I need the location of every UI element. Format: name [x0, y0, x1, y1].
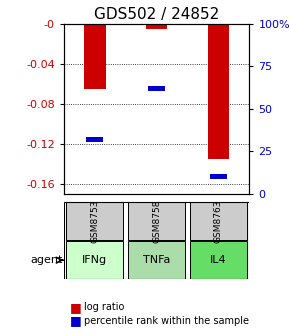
Text: GSM8763: GSM8763	[214, 199, 223, 243]
Bar	[66, 242, 123, 279]
Bar	[190, 242, 247, 279]
Bar	[66, 202, 123, 240]
Bar	[210, 174, 227, 179]
Text: GSM8753: GSM8753	[90, 199, 99, 243]
Text: IL4: IL4	[210, 255, 227, 265]
Text: IFNg: IFNg	[82, 255, 107, 265]
Text: agent: agent	[30, 255, 63, 265]
Bar	[190, 202, 247, 240]
Bar	[86, 137, 104, 142]
Bar	[208, 24, 229, 159]
Bar	[148, 86, 165, 91]
Text: TNFa: TNFa	[143, 255, 170, 265]
Bar	[84, 24, 106, 89]
Bar	[146, 24, 167, 29]
Bar	[128, 202, 185, 240]
Text: ■: ■	[70, 301, 81, 314]
Text: GSM8758: GSM8758	[152, 199, 161, 243]
Text: log ratio: log ratio	[84, 302, 124, 312]
Bar	[128, 242, 185, 279]
Text: ■: ■	[70, 314, 81, 327]
Text: percentile rank within the sample: percentile rank within the sample	[84, 316, 249, 326]
Title: GDS502 / 24852: GDS502 / 24852	[94, 7, 219, 23]
